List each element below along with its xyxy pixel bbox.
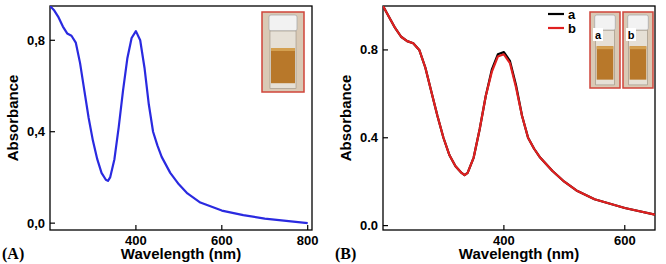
x-axis-title: Wavelength (nm): [459, 245, 579, 262]
data-area: [50, 6, 308, 223]
x-tick: [503, 225, 504, 230]
vial-glass: [270, 31, 296, 89]
spectrum-line: [383, 6, 655, 215]
vial-liquid: [597, 46, 614, 79]
inset: a: [590, 12, 620, 88]
data-area: [383, 6, 655, 215]
y-tick-label: 0,4: [27, 124, 46, 139]
y-tick: [50, 223, 55, 224]
y-tick: [383, 137, 388, 138]
inset-label-bg: [593, 28, 603, 41]
vial-cap: [269, 15, 297, 31]
vial-meniscus: [271, 48, 295, 51]
vial-liquid: [271, 48, 295, 83]
legend-swatch: [548, 13, 564, 15]
y-tick-label: 0.4: [360, 130, 379, 145]
vial-meniscus: [630, 46, 647, 49]
x-tick: [221, 225, 222, 230]
figure: 4006008000,00,40,8Wavelength (nm)Absorba…: [0, 0, 666, 264]
inset-label: a: [595, 29, 602, 41]
vial-meniscus: [597, 46, 614, 49]
legend-label: a: [568, 7, 576, 22]
x-tick: [307, 225, 308, 230]
inset-frame: [623, 12, 653, 88]
plot-frame: [50, 6, 312, 230]
x-tick-label: 800: [297, 233, 319, 248]
inset: [262, 12, 304, 92]
legend-label: b: [568, 21, 576, 36]
inset-frame: [590, 12, 620, 88]
y-tick: [50, 40, 55, 41]
y-tick: [50, 131, 55, 132]
panel-label: (B): [335, 245, 356, 263]
plot-frame: [383, 6, 655, 230]
vial-liquid: [630, 46, 647, 79]
y-axis-title: Absorbance: [4, 75, 21, 162]
y-tick: [383, 225, 388, 226]
spectrum-line: [383, 6, 655, 215]
panel: 4006000.00.40.8Wavelength (nm)Absorbance…: [335, 6, 655, 263]
y-tick-label: 0.8: [360, 42, 378, 57]
legend-swatch: [548, 27, 564, 29]
legend: ab: [548, 7, 576, 36]
y-tick-label: 0.0: [360, 218, 378, 233]
y-tick-label: 0,0: [27, 216, 45, 231]
panel: 4006008000,00,40,8Wavelength (nm)Absorba…: [2, 6, 319, 263]
y-tick: [383, 49, 388, 50]
x-tick: [624, 225, 625, 230]
x-tick: [135, 225, 136, 230]
spectrum-line: [50, 6, 308, 223]
x-axis-title: Wavelength (nm): [121, 245, 241, 262]
panel-label: (A): [2, 245, 24, 263]
x-tick-label: 600: [614, 233, 636, 248]
inset: b: [623, 12, 653, 88]
inset-frame: [262, 12, 304, 92]
inset-label-bg: [626, 28, 636, 41]
inset-label: b: [628, 29, 635, 41]
y-tick-label: 0,8: [27, 33, 45, 48]
y-axis-title: Absorbance: [337, 75, 354, 162]
